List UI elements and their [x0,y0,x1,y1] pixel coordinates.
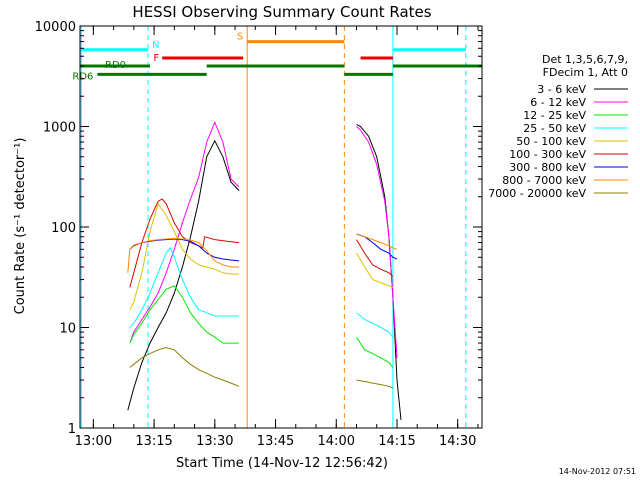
series-line [129,246,394,338]
series-line [129,198,394,288]
x-tick-label: 13:00 [75,434,112,449]
vertical-markers [80,26,467,428]
chart-title: HESSI Observing Summary Count Rates [132,3,431,21]
legend-entry-label: 3 - 6 keV [537,83,586,96]
y-tick-label: 1 [68,422,76,437]
series-line [129,233,398,262]
series-layer [127,120,402,421]
legend-entry-label: 7000 - 20000 keV [488,187,586,200]
status-bar-label: S [237,32,243,43]
status-bars: N S F RD0 RD6 [72,32,482,82]
x-tick-label: 13:45 [257,434,294,449]
x-tick-label: 13:30 [196,434,233,449]
legend-header: FDecim 1, Att 0 [543,66,628,79]
legend: Det 1,3,5,6,7,9,FDecim 1, Att 0 3 - 6 keV… [488,53,628,200]
legend-header: Det 1,3,5,6,7,9, [542,53,628,66]
legend-entry-label: 50 - 100 keV [516,135,586,148]
series-line [129,202,394,311]
x-tick-label: 14:15 [378,434,415,449]
y-axis-label: Count Rate (s⁻¹ detector⁻¹) [13,138,28,315]
y-tick-label: 10 [59,322,76,337]
footer-timestamp: 14-Nov-2012 07:51 [559,467,636,476]
y-tick-label: 10000 [35,20,76,35]
legend-entry-label: 100 - 300 keV [509,148,586,161]
status-bar-label: RD0 [105,60,126,71]
legend-entry-label: 6 - 12 keV [530,96,586,109]
status-bar-label: RD6 [72,71,93,82]
series-line [127,123,402,421]
legend-entry-label: 800 - 7000 keV [502,174,586,187]
x-tick-label: 14:30 [439,434,476,449]
series-line [129,347,394,389]
y-tick-label: 100 [51,221,76,236]
series-line [127,233,398,273]
legend-entry-label: 25 - 50 keV [523,122,586,135]
y-axis: 1 10 100 1000 10000 [35,20,482,437]
x-tick-label: 13:15 [135,434,172,449]
x-axis: 13:00 13:15 13:30 13:45 14:00 14:15 14:30 [75,26,479,449]
y-tick-label: 1000 [43,121,76,136]
x-tick-label: 14:00 [318,434,355,449]
x-axis-label: Start Time (14-Nov-12 12:56:42) [176,456,388,471]
series-line [129,285,394,368]
legend-entry-label: 12 - 25 keV [523,109,586,122]
status-bar-label: N [152,40,159,51]
legend-entry-label: 300 - 800 keV [509,161,586,174]
status-bar-label: F [153,53,159,64]
